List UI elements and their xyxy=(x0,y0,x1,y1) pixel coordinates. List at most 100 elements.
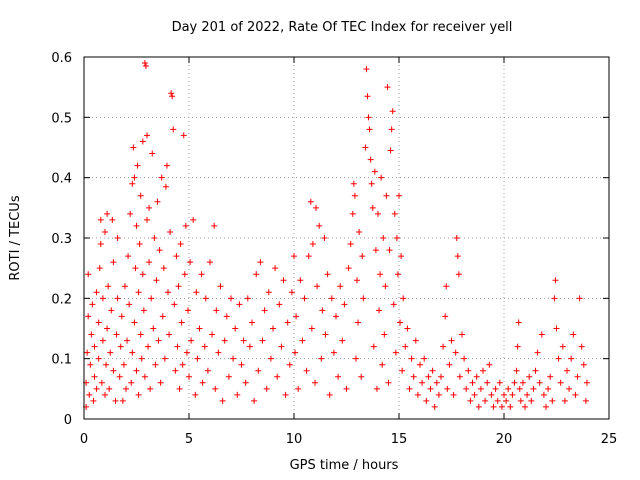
data-point xyxy=(142,63,149,70)
data-point xyxy=(128,379,135,386)
data-point xyxy=(566,385,573,392)
data-point xyxy=(448,337,455,344)
data-point xyxy=(244,295,251,302)
data-point xyxy=(136,241,143,248)
data-point xyxy=(118,313,125,320)
data-point xyxy=(187,259,194,266)
data-point xyxy=(364,93,371,100)
data-point xyxy=(322,331,329,338)
data-point xyxy=(156,247,163,254)
data-point xyxy=(270,325,276,332)
data-point xyxy=(385,379,392,386)
data-point xyxy=(386,247,393,254)
data-point xyxy=(114,235,121,241)
data-point xyxy=(412,337,419,344)
data-point xyxy=(261,307,268,314)
data-point xyxy=(465,367,472,374)
data-point xyxy=(517,397,524,404)
data-point xyxy=(146,204,153,211)
data-point xyxy=(501,391,507,398)
data-point xyxy=(204,367,211,374)
data-point xyxy=(112,397,119,404)
data-point xyxy=(328,295,335,302)
data-point xyxy=(202,295,209,302)
data-point xyxy=(162,183,169,190)
data-point xyxy=(378,174,385,181)
data-point xyxy=(114,295,121,302)
data-point xyxy=(110,367,117,374)
data-point xyxy=(511,379,518,386)
data-point xyxy=(404,325,411,332)
data-point xyxy=(134,162,141,169)
data-point xyxy=(392,349,399,356)
data-point xyxy=(255,367,262,374)
data-point xyxy=(578,343,585,350)
data-point xyxy=(356,228,363,235)
data-point xyxy=(376,307,383,314)
data-point xyxy=(305,253,312,260)
data-point xyxy=(113,331,120,338)
data-point xyxy=(313,204,320,211)
data-point xyxy=(423,397,430,404)
data-point xyxy=(552,277,559,284)
data-point xyxy=(572,391,579,398)
data-point xyxy=(249,319,255,326)
data-point xyxy=(149,150,156,157)
data-point xyxy=(366,126,373,133)
data-point xyxy=(463,385,470,392)
data-point xyxy=(178,319,185,326)
data-point xyxy=(89,301,96,308)
data-point xyxy=(377,271,384,278)
data-point xyxy=(414,391,421,398)
chart-title: Day 201 of 2022, Rate Of TEC Index for r… xyxy=(172,20,513,35)
data-point xyxy=(186,373,192,380)
plot-frame xyxy=(83,56,610,420)
data-point xyxy=(440,343,447,350)
data-point xyxy=(516,385,523,392)
data-point xyxy=(308,325,315,332)
data-point xyxy=(519,379,526,386)
data-point xyxy=(230,355,237,362)
data-point xyxy=(347,241,354,248)
data-point xyxy=(209,331,216,338)
data-point xyxy=(450,391,457,398)
data-point xyxy=(291,253,297,260)
data-point xyxy=(316,222,323,229)
data-point xyxy=(217,283,224,290)
data-point xyxy=(417,361,423,368)
data-point xyxy=(494,397,501,404)
x-tick-label: 25 xyxy=(601,432,618,447)
data-point xyxy=(238,361,245,368)
data-point xyxy=(212,385,219,392)
data-point xyxy=(397,319,404,326)
data-point xyxy=(196,325,203,332)
data-point xyxy=(583,379,590,386)
data-point xyxy=(312,379,318,386)
data-point xyxy=(482,397,489,404)
data-point xyxy=(126,301,133,308)
data-point xyxy=(127,210,134,217)
data-point xyxy=(557,379,564,386)
data-point xyxy=(297,277,304,284)
y-tick-label: 0 xyxy=(64,413,72,428)
data-point xyxy=(454,253,461,260)
data-point xyxy=(151,235,158,241)
data-point xyxy=(246,343,253,350)
data-point xyxy=(251,397,258,404)
data-point xyxy=(284,319,291,326)
data-point xyxy=(467,397,474,404)
data-point xyxy=(350,180,357,187)
data-point xyxy=(398,253,405,260)
data-point xyxy=(131,319,138,326)
axis-ticks: 0 5 10 15 20 25 0 0.1 0.2 0.3 0.4 0.5 0.6 xyxy=(51,51,617,447)
data-point xyxy=(564,367,570,374)
data-point xyxy=(104,325,111,332)
data-point xyxy=(102,391,108,398)
data-point xyxy=(288,289,295,296)
data-point xyxy=(183,349,190,356)
data-point xyxy=(318,355,325,362)
data-point xyxy=(120,361,127,368)
data-point xyxy=(375,210,381,217)
data-point xyxy=(383,192,390,199)
data-point xyxy=(148,295,155,302)
